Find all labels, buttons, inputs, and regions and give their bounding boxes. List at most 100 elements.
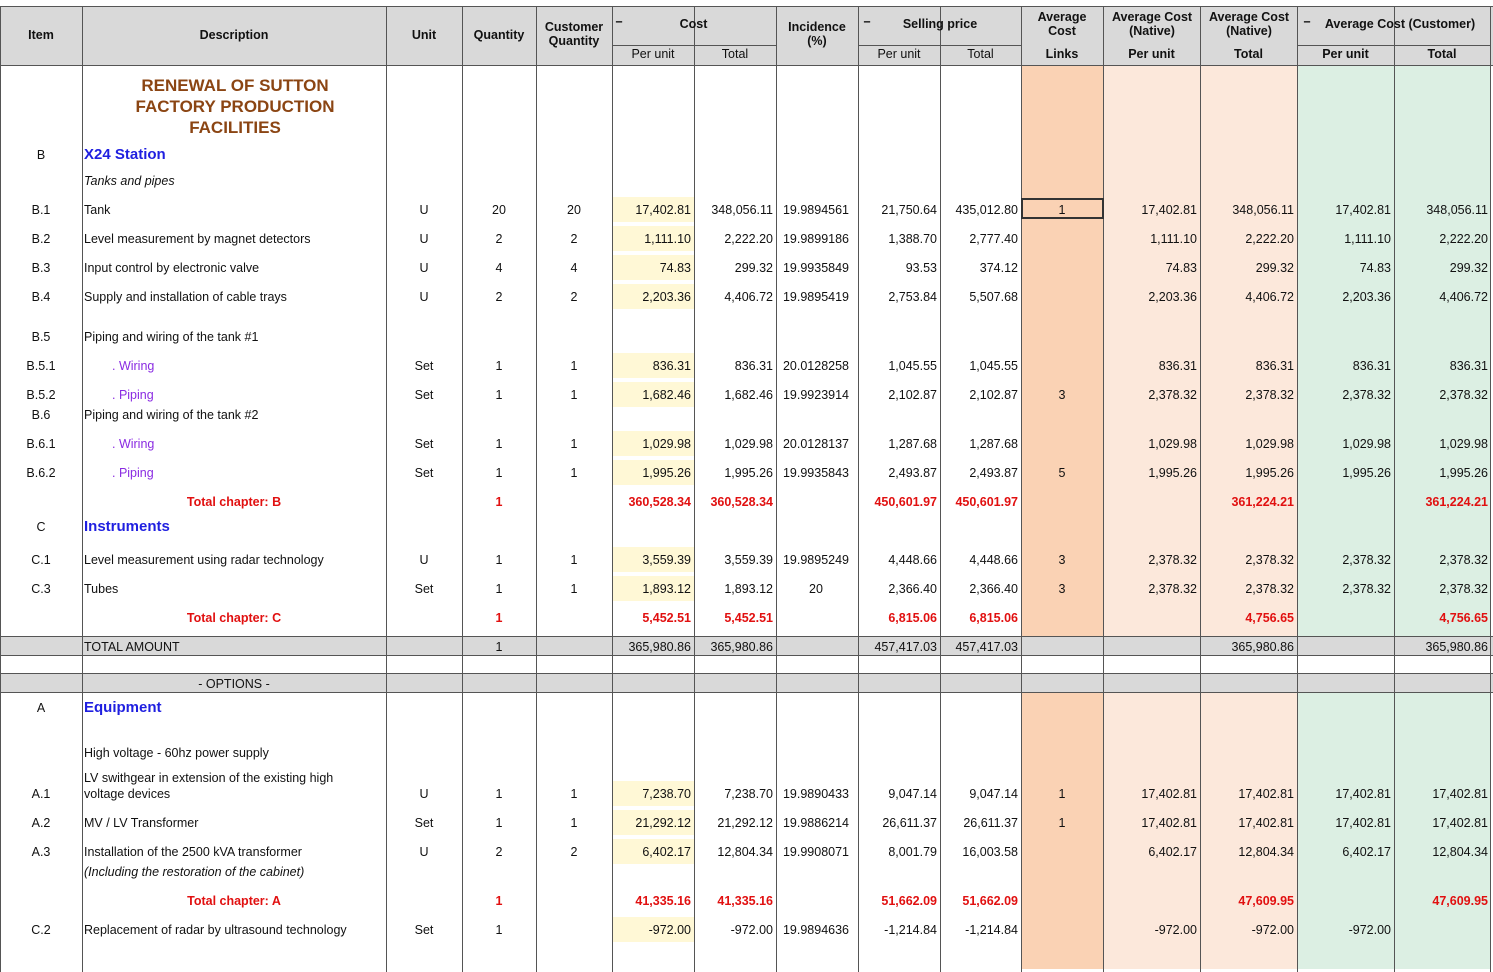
cell-stot[interactable]: 16,003.58 — [962, 845, 1018, 859]
cell-unit[interactable]: Set — [414, 388, 434, 402]
cell-ctot[interactable]: 1,682.46 — [724, 388, 773, 402]
cell-cutot[interactable]: 2,378.32 — [1439, 553, 1488, 567]
cell-qty[interactable]: 1 — [495, 553, 503, 567]
cell-desc[interactable]: Level measurement using radar technology — [84, 553, 324, 567]
subheader-native-total[interactable]: Total — [1234, 47, 1263, 61]
cell-qty[interactable]: 1 — [495, 816, 503, 830]
cell-desc[interactable]: Total chapter: B — [186, 495, 282, 509]
subheader-selling-total[interactable]: Total — [967, 47, 994, 61]
cell-unit[interactable]: U — [419, 290, 429, 304]
cell-ctot[interactable]: 1,029.98 — [724, 437, 773, 451]
cell-npu[interactable]: 17,402.81 — [1141, 203, 1197, 217]
cell-cutot[interactable]: 12,804.34 — [1432, 845, 1488, 859]
cell-desc[interactable]: High voltage - 60hz power supply — [84, 746, 269, 760]
cell-stot[interactable]: 1,045.55 — [969, 359, 1018, 373]
cell-stot[interactable]: 2,777.40 — [969, 232, 1018, 246]
cell-cupu[interactable]: 2,378.32 — [1342, 553, 1391, 567]
cell-cutot[interactable]: 17,402.81 — [1432, 787, 1488, 801]
cell-spu[interactable]: 93.53 — [905, 261, 937, 275]
cell-qty[interactable]: 4 — [495, 261, 503, 275]
cell-desc[interactable]: Level measurement by magnet detectors — [84, 232, 311, 246]
cell-cqty[interactable]: 1 — [570, 787, 578, 801]
cell-item[interactable]: B.6.2 — [26, 466, 56, 480]
cell-item[interactable]: B — [36, 148, 46, 162]
cell-unit[interactable]: U — [419, 845, 429, 859]
cell-ctot[interactable]: 12,804.34 — [717, 845, 773, 859]
cell-stot[interactable]: 9,047.14 — [969, 787, 1018, 801]
cell-cpu[interactable]: 360,528.34 — [628, 495, 691, 509]
cell-qty[interactable]: 1 — [495, 437, 503, 451]
cell-links[interactable]: 3 — [1058, 553, 1066, 567]
cell-inc[interactable]: 19.9908071 — [782, 845, 850, 859]
cell-qty[interactable]: 1 — [495, 495, 503, 509]
cell-npu[interactable]: 1,111.10 — [1150, 232, 1197, 246]
cell-cpu[interactable]: 2,203.36 — [642, 290, 691, 304]
cell-desc[interactable]: . Piping — [112, 388, 154, 402]
header-description[interactable]: Description — [199, 28, 269, 42]
header-average-cost-customer[interactable]: Average Cost (Customer) — [1324, 17, 1476, 31]
cell-inc[interactable]: 19.9935849 — [782, 261, 850, 275]
cell-ntot[interactable]: 2,378.32 — [1245, 553, 1294, 567]
cell-stot[interactable]: 2,493.87 — [969, 466, 1018, 480]
cell-spu[interactable]: 26,611.37 — [882, 816, 937, 830]
cell-ntot[interactable]: -972.00 — [1251, 923, 1294, 937]
cell-cqty[interactable]: 20 — [567, 203, 581, 217]
cell-cutot[interactable]: 2,222.20 — [1439, 232, 1488, 246]
cell-item[interactable]: C.3 — [31, 582, 51, 596]
cell-qty[interactable]: 1 — [495, 359, 503, 373]
cell-qty[interactable]: 1 — [495, 923, 503, 937]
cell-cupu[interactable]: 836.31 — [1352, 359, 1391, 373]
header-quantity[interactable]: Quantity — [473, 28, 525, 42]
cell-npu[interactable]: 1,995.26 — [1148, 466, 1197, 480]
cell-stot[interactable]: 450,601.97 — [955, 495, 1018, 509]
cell-cqty[interactable]: 1 — [570, 437, 578, 451]
cell-cpu[interactable]: 3,559.39 — [642, 553, 691, 567]
cell-qty[interactable]: 1 — [495, 466, 503, 480]
cell-cutot[interactable]: 47,609.95 — [1432, 894, 1488, 908]
cell-ntot[interactable]: 12,804.34 — [1238, 845, 1294, 859]
cell-desc[interactable]: - OPTIONS - — [198, 677, 270, 691]
cell-spu[interactable]: 2,366.40 — [888, 582, 937, 596]
cell-item[interactable]: A.3 — [31, 845, 51, 859]
cell-stot[interactable]: 2,366.40 — [969, 582, 1018, 596]
cell-unit[interactable]: U — [419, 553, 429, 567]
cell-stot[interactable]: 457,417.03 — [955, 640, 1018, 654]
cell-inc[interactable]: 19.9899186 — [782, 232, 850, 246]
cell-inc[interactable]: 19.9895419 — [782, 290, 850, 304]
cell-cutot[interactable]: 2,378.32 — [1439, 582, 1488, 596]
cell-spu[interactable]: 51,662.09 — [881, 894, 937, 908]
cell-unit[interactable]: Set — [414, 923, 434, 937]
cell-item[interactable]: B.5 — [31, 330, 51, 344]
cell-spu[interactable]: 457,417.03 — [874, 640, 937, 654]
header-customer-quantity[interactable]: Customer Quantity — [544, 20, 604, 48]
cell-links[interactable]: 1 — [1058, 203, 1066, 217]
cell-npu[interactable]: 74.83 — [1165, 261, 1197, 275]
cell-unit[interactable]: U — [419, 203, 429, 217]
cell-cutot[interactable]: 4,406.72 — [1439, 290, 1488, 304]
cell-inc[interactable]: 19.9935843 — [782, 466, 850, 480]
cell-cpu[interactable]: -972.00 — [648, 923, 691, 937]
cell-desc[interactable]: . Wiring — [112, 437, 155, 451]
cell-ctot[interactable]: 299.32 — [734, 261, 773, 275]
cell-ntot[interactable]: 4,756.65 — [1245, 611, 1294, 625]
cell-unit[interactable]: U — [419, 787, 429, 801]
cell-stot[interactable]: 1,287.68 — [969, 437, 1018, 451]
cell-item[interactable]: C — [36, 520, 46, 534]
cell-cqty[interactable]: 4 — [570, 261, 578, 275]
cell-spu[interactable]: 2,753.84 — [888, 290, 937, 304]
cell-spu[interactable]: 21,750.64 — [881, 203, 937, 217]
cell-cqty[interactable]: 1 — [570, 466, 578, 480]
cell-cutot[interactable]: 2,378.32 — [1439, 388, 1488, 402]
cell-qty[interactable]: 2 — [495, 845, 503, 859]
cell-cpu[interactable]: 41,335.16 — [635, 894, 691, 908]
cell-desc[interactable]: Piping and wiring of the tank #2 — [84, 408, 259, 422]
cell-cpu[interactable]: 1,029.98 — [642, 437, 691, 451]
cell-desc[interactable]: Replacement of radar by ultrasound techn… — [84, 923, 347, 937]
cell-ctot[interactable]: 5,452.51 — [724, 611, 773, 625]
cell-inc[interactable]: 19.9895249 — [782, 553, 850, 567]
cell-cupu[interactable]: 6,402.17 — [1342, 845, 1391, 859]
subheader-selling-per-unit[interactable]: Per unit — [877, 47, 921, 61]
cell-stot[interactable]: -1,214.84 — [965, 923, 1018, 937]
cell-inc[interactable]: 20 — [809, 582, 823, 596]
cell-cqty[interactable]: 1 — [570, 582, 578, 596]
